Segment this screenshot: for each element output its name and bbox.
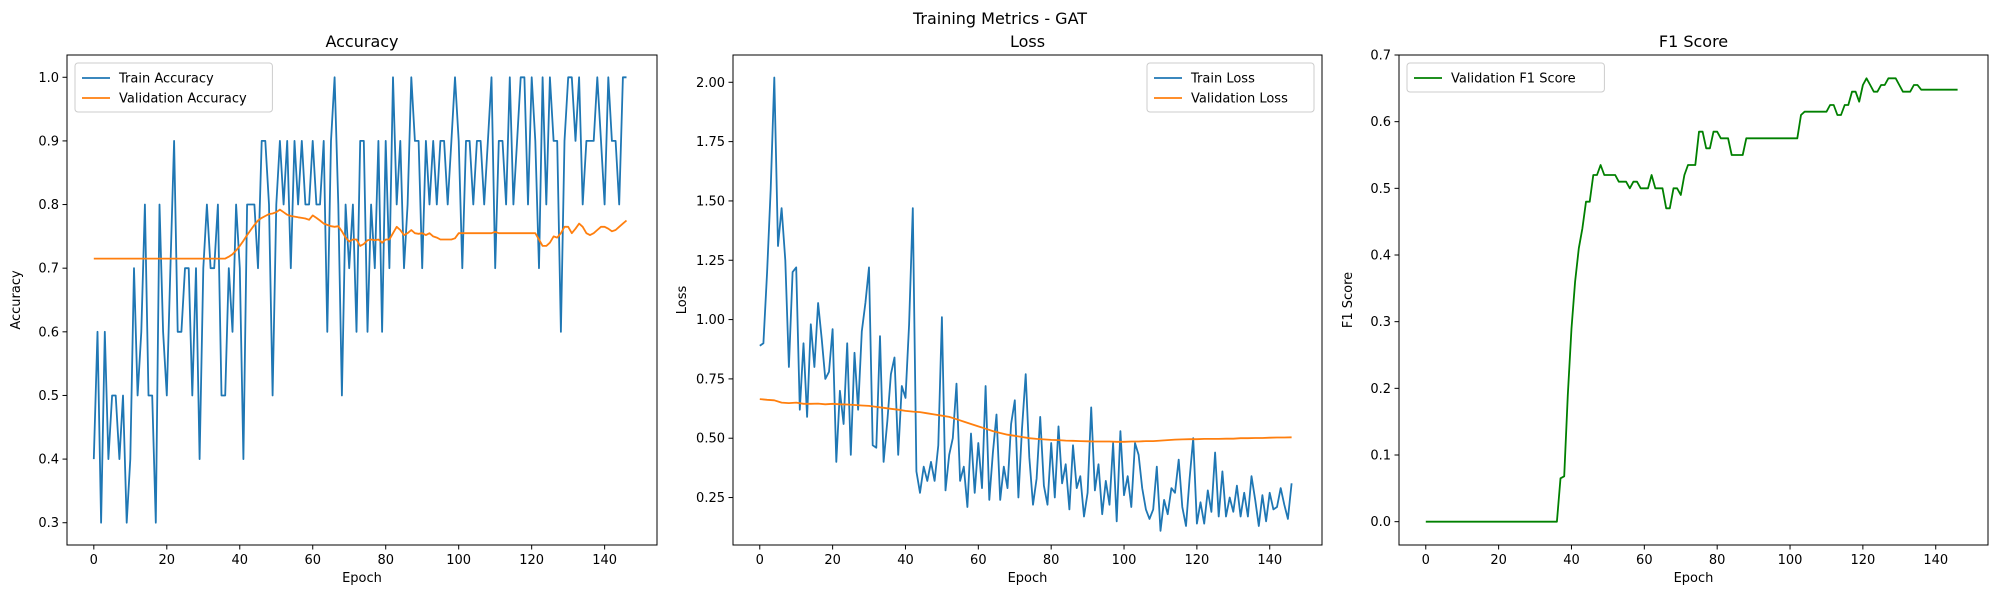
y-tick-label: 0.3 (1370, 315, 1391, 330)
y-tick-label: 1.25 (696, 254, 725, 269)
axes-title: Loss (1010, 32, 1045, 51)
x-tick-label: 20 (159, 553, 176, 568)
y-axis-label: F1 Score (1341, 272, 1356, 328)
x-tick-label: 80 (1709, 553, 1726, 568)
x-tick-label: 120 (1184, 553, 1209, 568)
x-tick-label: 20 (824, 553, 841, 568)
y-tick-label: 0.4 (38, 453, 59, 468)
y-tick-label: 0.5 (38, 389, 59, 404)
x-tick-label: 0 (90, 553, 98, 568)
y-tick-label: 0.2 (1370, 382, 1391, 397)
y-tick-label: 0.7 (38, 262, 59, 277)
series-line-validation-accuracy (93, 208, 628, 260)
figure-title: Training Metrics - GAT (912, 9, 1088, 28)
y-tick-label: 0.6 (1370, 115, 1391, 130)
chart-f1-score: 0 20 40 60 80 100 120 140 0.0 0.1 0.2 0.3 0.4 0.5 0.6 0… (1341, 32, 1989, 586)
x-tick-label: 100 (1778, 553, 1803, 568)
y-tick-label: 0.75 (696, 372, 725, 387)
y-tick-label: 0.50 (696, 432, 725, 447)
x-tick-label: 0 (756, 553, 764, 568)
x-tick-label: 140 (1923, 553, 1948, 568)
axes-frame (66, 54, 658, 546)
axes-title: Accuracy (325, 32, 398, 51)
y-tick-label: 1.50 (696, 194, 725, 209)
x-tick-label: 120 (1850, 553, 1875, 568)
legend-box (1146, 62, 1315, 113)
axes-frame (1398, 54, 1989, 546)
legend-label: Validation Loss (1191, 92, 1288, 107)
y-tick-label: 0.3 (38, 516, 59, 531)
y-tick-label: 0.25 (696, 491, 725, 506)
legend-label: Train Accuracy (118, 72, 214, 87)
y-tick-label: 1.00 (696, 313, 725, 328)
y-tick-label: 0.7 (1370, 49, 1391, 64)
x-tick-label: 20 (1490, 553, 1507, 568)
axes-frame (732, 54, 1323, 546)
chart-loss: 0 20 40 60 80 100 120 140 0.25 0.50 0.75 1.00 1.25 1.… (675, 32, 1323, 586)
x-tick-label: 40 (897, 553, 914, 568)
y-tick-label: 0.9 (38, 134, 59, 149)
chart-accuracy: 0 20 40 60 80 100 120 140 0.3 0.4 0.5 0.6 0.7 0.8 0.9 1… (9, 32, 658, 586)
x-tick-label: 60 (1636, 553, 1653, 568)
x-tick-label: 100 (446, 553, 471, 568)
x-tick-label: 80 (377, 553, 394, 568)
x-tick-label: 40 (231, 553, 248, 568)
legend-label: Train Loss (1190, 72, 1255, 87)
series-line-train-accuracy (92, 76, 627, 524)
y-tick-label: 0.4 (1370, 249, 1391, 264)
x-tick-label: 80 (1043, 553, 1060, 568)
series-line-validation-f1-score (1425, 77, 1958, 523)
x-tick-label: 140 (592, 553, 617, 568)
y-tick-label: 0.1 (1370, 449, 1391, 464)
x-axis-label: Epoch (342, 571, 382, 586)
legend-box (74, 62, 273, 113)
y-axis-label: Loss (675, 286, 690, 315)
y-axis-label: Accuracy (9, 270, 24, 330)
series-line-validation-loss (759, 398, 1292, 443)
x-tick-label: 0 (1422, 553, 1430, 568)
y-tick-label: 0.0 (1370, 515, 1391, 530)
axes-title: F1 Score (1659, 32, 1728, 51)
x-tick-label: 140 (1257, 553, 1282, 568)
legend-box (1406, 62, 1605, 93)
legend: Validation F1 Score (1406, 62, 1605, 93)
legend: Train Accuracy Validation Accuracy (74, 62, 273, 113)
y-tick-label: 1.0 (38, 71, 59, 86)
x-tick-label: 60 (304, 553, 321, 568)
y-tick-label: 0.6 (38, 325, 59, 340)
y-tick-label: 1.75 (696, 135, 725, 150)
series-line-train-loss (759, 76, 1293, 532)
legend-label: Validation Accuracy (119, 92, 247, 107)
y-tick-label: 2.00 (696, 76, 725, 91)
x-axis-label: Epoch (1008, 571, 1048, 586)
legend-label: Validation F1 Score (1451, 72, 1576, 87)
x-tick-label: 60 (970, 553, 987, 568)
legend: Train Loss Validation Loss (1146, 62, 1315, 113)
x-tick-label: 100 (1112, 553, 1137, 568)
x-axis-label: Epoch (1674, 571, 1714, 586)
y-tick-label: 0.8 (38, 198, 59, 213)
y-tick-label: 0.5 (1370, 182, 1391, 197)
x-tick-label: 40 (1563, 553, 1580, 568)
x-tick-label: 120 (519, 553, 544, 568)
